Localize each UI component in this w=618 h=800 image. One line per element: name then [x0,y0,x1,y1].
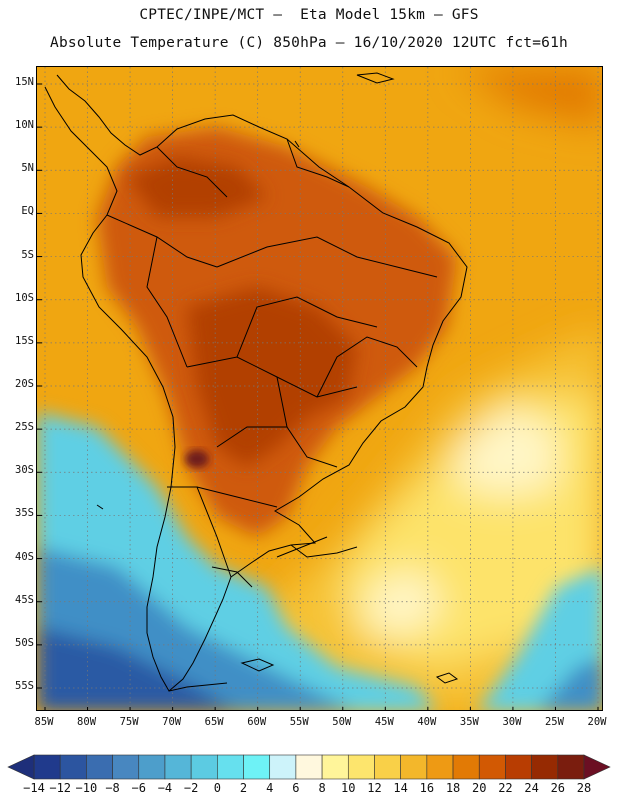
longitude-label: 45W [374,716,394,728]
longitude-label: 20W [587,716,607,728]
colorbar-label: 28 [576,781,592,795]
colorbar-bin [295,754,323,780]
colorbar-label: −6 [131,781,146,795]
warm-caribbean-field [457,67,602,127]
colorbar-bin [269,754,297,780]
latitude-label: 50S [15,636,34,649]
colorbar-label: 8 [318,781,326,795]
longitude-label: 35W [459,716,479,728]
hotspot-field [185,450,209,468]
longitude-label: 85W [34,716,54,728]
latitude-label: 25S [15,421,34,434]
temperature-map [37,67,602,710]
latitude-label: 55S [15,680,34,692]
colorbar-bin [452,754,480,780]
longitude-label: 65W [204,716,224,728]
colorbar-label: −12 [49,781,72,795]
islands [96,72,459,684]
colorbar-bin [400,754,428,780]
longitude-label: 50W [332,716,352,728]
colorbar-label: 10 [341,781,356,795]
colorbar-label: 4 [266,781,274,795]
colorbar-bin [59,754,87,780]
colorbar-label: 6 [292,781,300,795]
colorbar-bin [190,754,218,780]
deep-cold-field [37,627,234,710]
colorbar-label: 2 [239,781,248,795]
longitude-label: 75W [119,716,139,728]
colorbar-bin [138,754,166,780]
south-atlantic-deep-field [538,657,602,710]
colorbar-bin [33,754,61,780]
map-panel [36,66,603,711]
map-title-line-1: CPTEC/INPE/MCT – Eta Model 15km – GFS [139,7,479,23]
colorbar-label: 12 [367,781,382,795]
temperature-colorbar [7,754,611,780]
longitude-label: 55W [289,716,309,728]
longitude-label: 30W [502,716,522,728]
latitude-label: 15S [15,334,34,347]
graticule-grid [37,67,602,710]
colorbar-label: −10 [75,781,98,795]
latitude-label: EQ [21,205,34,218]
colorbar-label: 18 [445,781,461,795]
colorbar-label: 24 [524,781,539,795]
colorbar-right-arrow [583,754,611,780]
colorbar-bin [478,754,506,780]
latitude-label: 45S [15,593,34,606]
latitude-label: 40S [15,550,34,563]
colorbar-bin [557,754,585,780]
colorbar-bin [347,754,375,780]
latitude-label: 10S [15,291,34,304]
latitude-label: 10N [15,119,34,132]
colorbar-label: 22 [498,781,513,795]
northern-very-hot-field [127,157,267,217]
colorbar-bin [374,754,401,780]
colorbar-label: −4 [157,781,173,795]
colorbar-bin [426,754,454,780]
colorbar-label: −8 [105,781,120,795]
latitude-label: 30S [15,464,34,477]
colorbar-label: 20 [472,781,487,795]
colorbar-label: 0 [213,781,221,795]
longitude-label: 25W [544,716,564,728]
continent-very-hot-field [187,287,357,467]
longitude-label: 60W [247,716,267,728]
colorbar-bin [217,754,244,780]
colorbar-bin [243,754,271,780]
latitude-label: 5S [21,248,34,261]
map-title-line-2: Absolute Temperature (C) 850hPa – 16/10/… [50,35,568,51]
colorbar-bin [531,754,559,780]
colorbar-bin [505,754,532,780]
colorbar-label: −2 [183,781,199,795]
colorbar-bin [164,754,192,780]
colorbar-label: 16 [419,781,435,795]
colorbar-label: 14 [393,781,408,795]
colorbar-left-arrow [7,754,35,780]
coastline-and-borders [44,74,468,692]
colorbar-label: −14 [23,781,45,795]
longitude-label: 40W [417,716,437,728]
latitude-label: 35S [15,507,34,520]
colorbar-bin [86,754,113,780]
longitude-label: 80W [77,716,97,728]
colorbar-bin [112,754,140,780]
atlantic-pale-field [457,407,557,497]
colorbar-bins [33,754,585,780]
latitude-label: 15N [15,76,34,88]
latitude-label: 5N [21,162,34,175]
longitude-label: 70W [162,716,182,728]
colorbar-bin [321,754,349,780]
colorbar-label: 26 [550,781,566,795]
latitude-label: 20S [15,378,34,390]
